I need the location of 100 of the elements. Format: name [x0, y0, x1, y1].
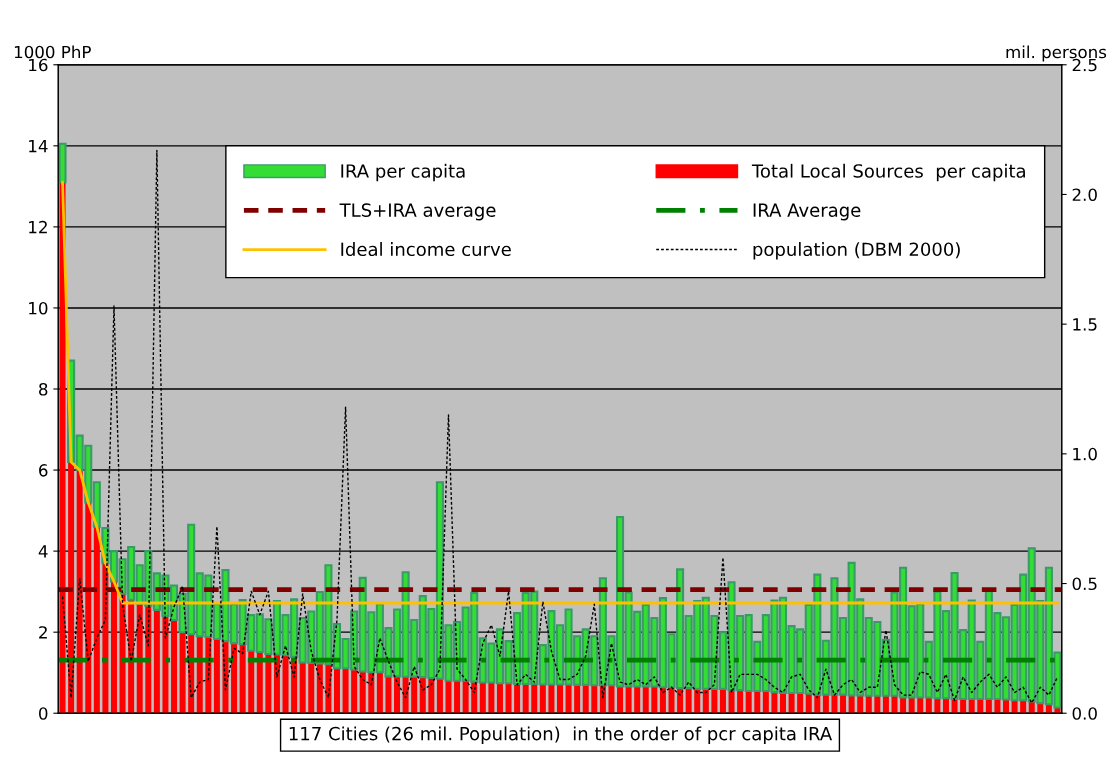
bar	[737, 690, 744, 714]
legend-label: population (DBM 2000)	[753, 242, 960, 260]
bar	[574, 684, 581, 714]
bar	[925, 697, 932, 714]
bar	[394, 676, 401, 714]
bar	[900, 697, 907, 714]
bar	[462, 680, 469, 714]
bar	[1020, 700, 1027, 714]
bar	[308, 662, 315, 714]
bar	[68, 461, 75, 714]
y-tick-label: 4	[38, 545, 48, 558]
bar	[136, 603, 143, 714]
y-tick-label: 8	[39, 382, 48, 396]
bar	[411, 676, 418, 714]
bar	[85, 502, 92, 714]
bar	[677, 688, 684, 714]
bar	[617, 686, 624, 714]
legend-label: IRA Average	[753, 203, 861, 221]
bar	[333, 668, 340, 714]
y2-tick-label: 1.0	[1073, 447, 1097, 461]
bar	[797, 692, 804, 714]
bar	[256, 652, 263, 714]
y-axis-title: 1000 PhP	[14, 45, 91, 59]
bar	[376, 672, 383, 714]
x-axis-title: 117 Cities (26 mil. Population) in the order of pcr capita IRA	[289, 726, 833, 744]
bar	[171, 620, 178, 714]
bar	[917, 697, 924, 714]
bar	[153, 609, 160, 714]
bar	[977, 699, 984, 714]
bar	[1011, 700, 1018, 714]
y-tick-label: 16	[29, 58, 48, 72]
bar	[505, 683, 512, 714]
bar	[745, 690, 752, 714]
bar	[419, 677, 426, 714]
bar	[325, 664, 332, 714]
bar	[342, 668, 349, 714]
bar	[282, 655, 289, 714]
bar	[522, 684, 529, 714]
bar	[865, 695, 872, 714]
y-tick-label: 2	[39, 626, 47, 639]
y-tick-label: 12	[29, 220, 47, 234]
bar	[685, 688, 692, 714]
bar	[651, 686, 658, 714]
bar	[539, 684, 546, 714]
bar	[402, 676, 409, 714]
bar	[179, 632, 186, 714]
bar	[831, 694, 838, 714]
bar	[934, 698, 941, 714]
bar	[196, 636, 203, 714]
bar	[771, 692, 778, 714]
bar	[788, 692, 795, 714]
y2-tick-label: 1.5	[1073, 318, 1097, 331]
bar	[248, 650, 255, 714]
bar	[316, 663, 323, 714]
bar	[960, 699, 967, 714]
bar	[702, 688, 709, 714]
bar	[762, 690, 769, 714]
bar	[882, 695, 889, 714]
legend-label: TLS+IRA average	[339, 203, 496, 221]
bar	[454, 680, 461, 714]
bar	[711, 688, 718, 714]
bar	[951, 699, 958, 714]
bar	[436, 678, 443, 714]
bar	[719, 688, 726, 714]
bar	[908, 697, 915, 714]
legend-label: Ideal income curve	[341, 242, 511, 257]
bar	[608, 685, 615, 714]
bar	[840, 694, 847, 714]
bar	[565, 684, 572, 714]
y2-tick-label: 0.0	[1072, 707, 1097, 720]
bar	[479, 682, 486, 714]
y-tick-label: 10	[29, 301, 48, 315]
bar	[754, 690, 761, 714]
y2-tick-label: 2.0	[1072, 188, 1097, 202]
bar	[694, 688, 701, 714]
bar	[994, 699, 1001, 714]
bar	[548, 684, 555, 714]
legend-label: Total Local Sources per capita	[751, 163, 1025, 182]
bar	[213, 639, 220, 714]
bar	[557, 684, 563, 714]
bar	[668, 687, 675, 714]
bar	[76, 470, 83, 714]
bar	[942, 698, 949, 714]
bar	[496, 683, 503, 714]
bar	[728, 690, 735, 714]
bar	[239, 644, 246, 714]
bar	[428, 677, 435, 714]
y-tick-label: 14	[29, 140, 48, 153]
bar	[351, 669, 358, 714]
bar	[780, 692, 787, 714]
bar	[822, 694, 829, 714]
bar	[58, 142, 67, 184]
bar	[874, 695, 881, 714]
bar	[110, 581, 117, 714]
bar	[634, 686, 641, 714]
bar	[642, 686, 649, 714]
bar	[93, 526, 100, 714]
bar	[359, 671, 366, 714]
bar	[659, 687, 666, 714]
bar	[385, 676, 392, 714]
